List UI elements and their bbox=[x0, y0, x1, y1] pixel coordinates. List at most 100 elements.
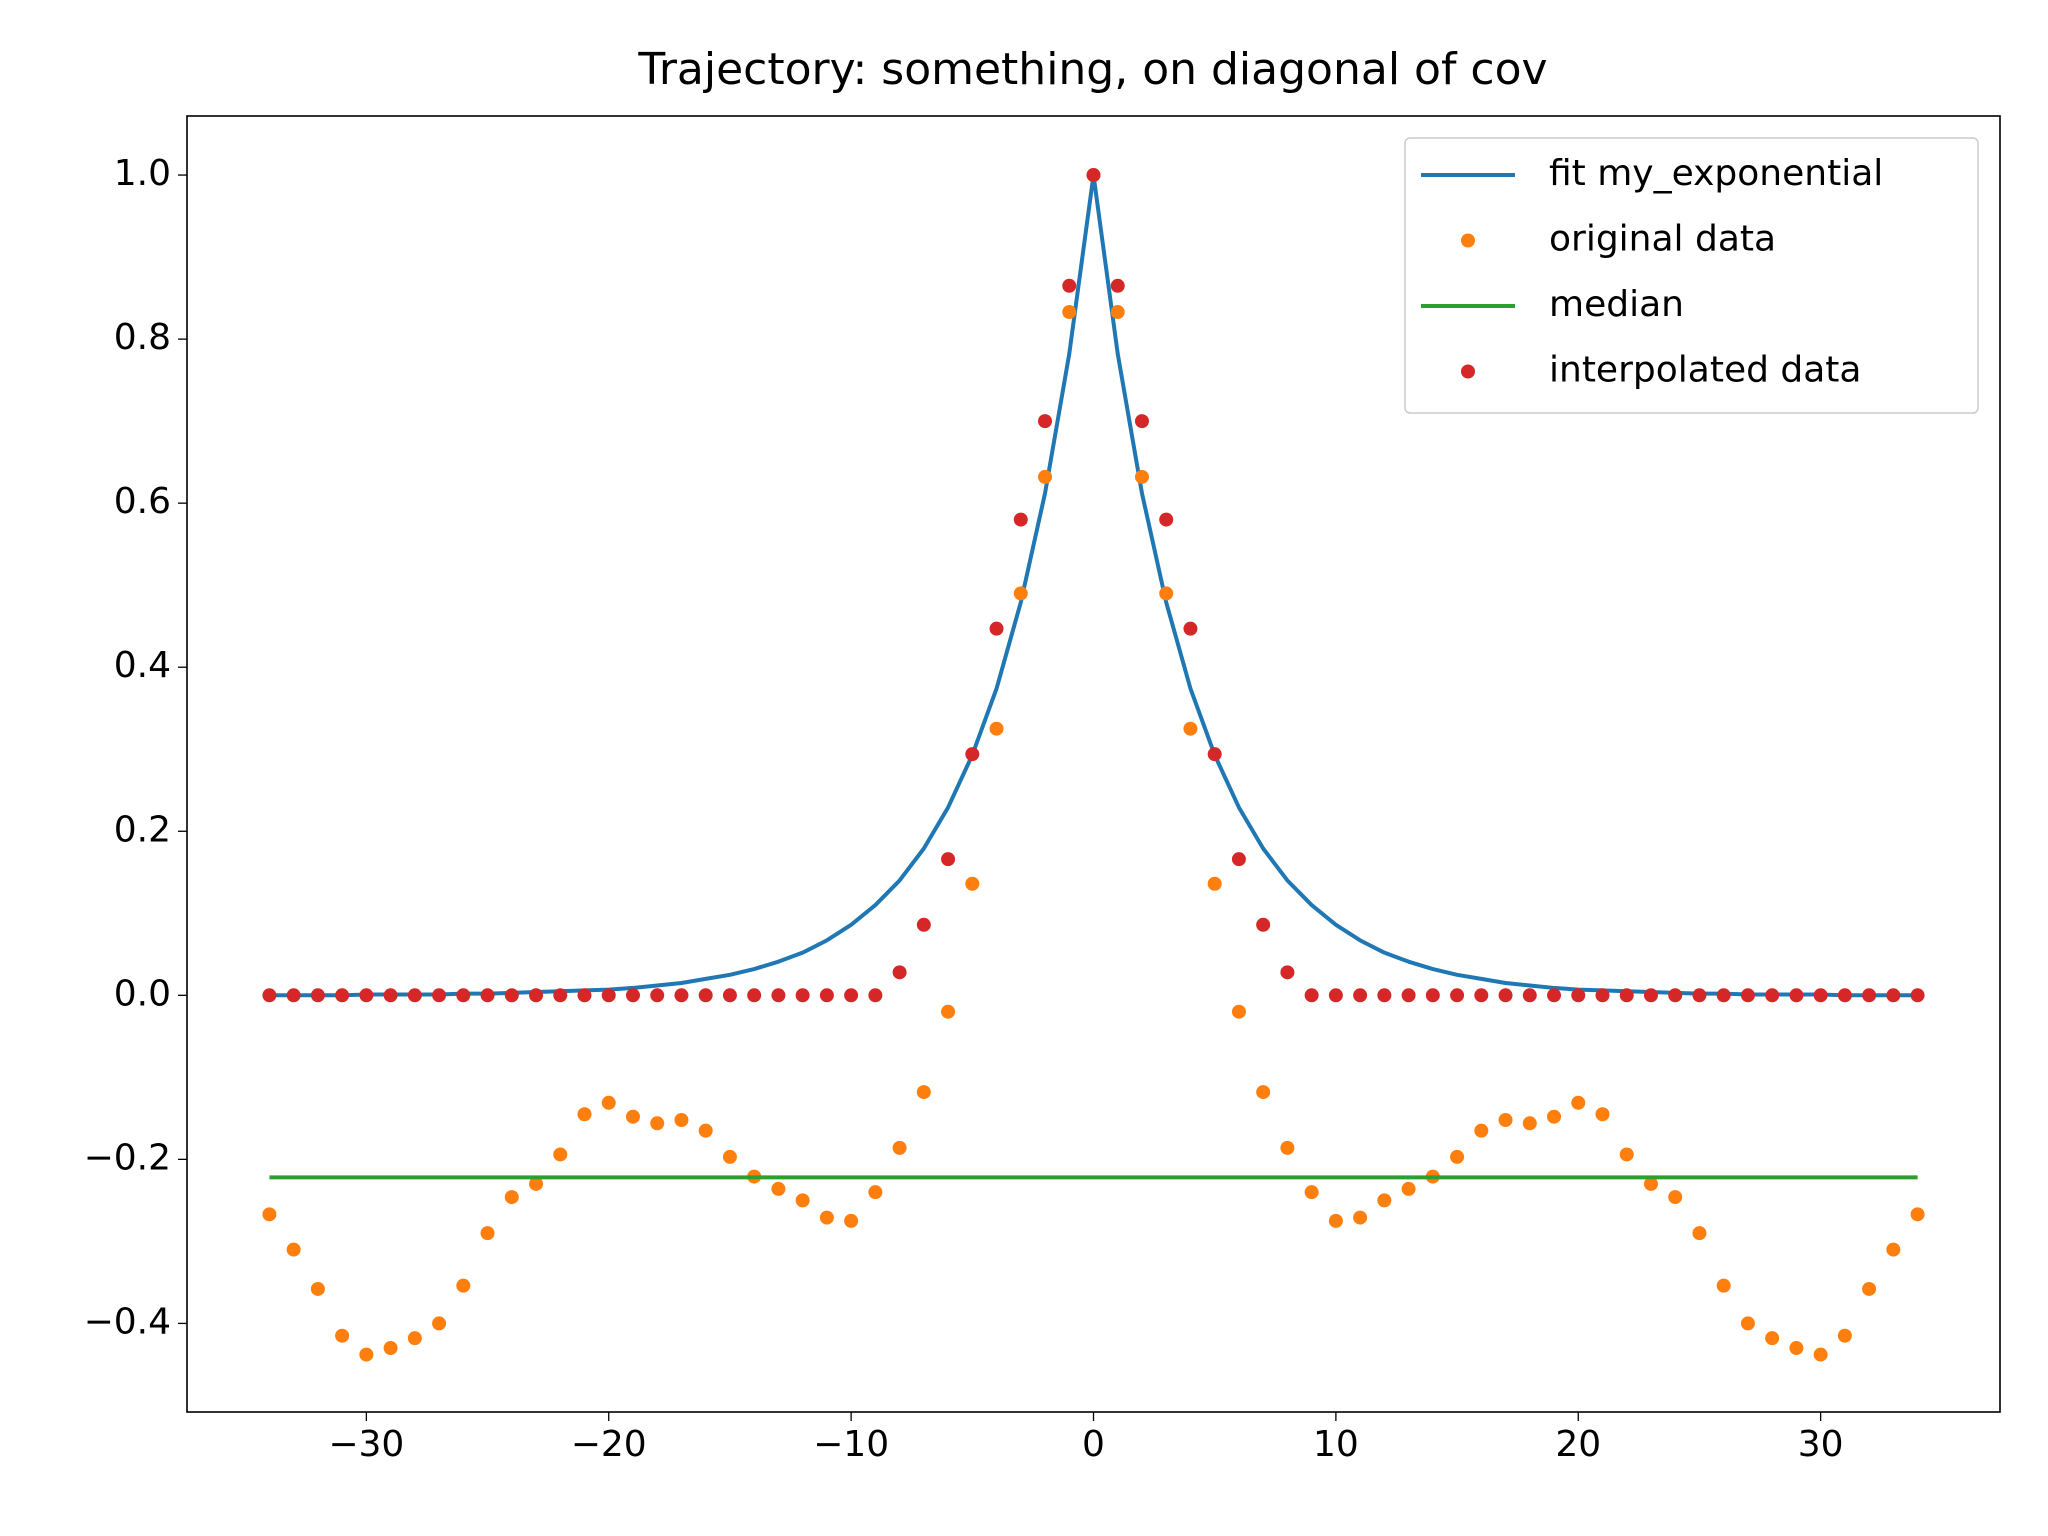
data-point bbox=[1110, 278, 1125, 293]
data-point bbox=[1643, 1176, 1658, 1191]
data-point bbox=[1547, 988, 1562, 1003]
data-point bbox=[1571, 988, 1586, 1003]
data-point bbox=[868, 1185, 883, 1200]
data-point bbox=[771, 988, 786, 1003]
data-point bbox=[480, 988, 495, 1003]
data-point bbox=[965, 747, 980, 762]
data-point bbox=[1765, 1331, 1780, 1346]
data-point bbox=[1619, 988, 1634, 1003]
data-point bbox=[553, 1147, 568, 1162]
data-point bbox=[1886, 988, 1901, 1003]
data-point bbox=[698, 1123, 713, 1138]
data-point bbox=[577, 988, 592, 1003]
data-point bbox=[383, 1341, 398, 1356]
data-point bbox=[1740, 988, 1755, 1003]
data-point bbox=[1038, 469, 1053, 484]
data-point bbox=[1353, 988, 1368, 1003]
data-point bbox=[1328, 988, 1343, 1003]
data-point bbox=[1910, 988, 1925, 1003]
data-point bbox=[310, 988, 325, 1003]
data-point bbox=[601, 1095, 616, 1110]
data-point bbox=[1256, 1085, 1271, 1100]
y-tick-label: 0.6 bbox=[114, 481, 171, 522]
data-point bbox=[1328, 1213, 1343, 1228]
data-point bbox=[1692, 988, 1707, 1003]
data-point bbox=[1716, 1278, 1731, 1293]
data-point bbox=[916, 1085, 931, 1100]
data-point bbox=[1813, 1347, 1828, 1362]
data-point bbox=[601, 988, 616, 1003]
data-point bbox=[747, 988, 762, 1003]
data-point bbox=[1837, 1328, 1852, 1343]
data-point bbox=[1183, 621, 1198, 636]
data-point bbox=[1716, 988, 1731, 1003]
data-point bbox=[771, 1181, 786, 1196]
data-point bbox=[1765, 988, 1780, 1003]
data-point bbox=[844, 1213, 859, 1228]
legend-marker bbox=[1461, 233, 1475, 248]
data-point bbox=[286, 1242, 301, 1257]
data-point bbox=[1304, 988, 1319, 1003]
data-point bbox=[1740, 1316, 1755, 1331]
data-point bbox=[795, 1193, 810, 1208]
data-point bbox=[1159, 512, 1174, 527]
data-point bbox=[1886, 1242, 1901, 1257]
data-point bbox=[674, 1112, 689, 1127]
legend-label: fit my_exponential bbox=[1549, 153, 1883, 194]
data-point bbox=[286, 988, 301, 1003]
data-point bbox=[941, 852, 956, 867]
data-point bbox=[504, 1190, 519, 1205]
data-point bbox=[1401, 1181, 1416, 1196]
data-point bbox=[1837, 988, 1852, 1003]
data-point bbox=[1813, 988, 1828, 1003]
data-point bbox=[1789, 988, 1804, 1003]
data-point bbox=[577, 1107, 592, 1122]
data-point bbox=[1134, 469, 1149, 484]
plot-frame bbox=[186, 115, 2001, 1413]
data-point bbox=[650, 1116, 665, 1131]
data-point bbox=[1498, 1112, 1513, 1127]
legend-label: original data bbox=[1549, 219, 1776, 260]
data-point bbox=[1571, 1095, 1586, 1110]
data-point bbox=[989, 621, 1004, 636]
data-point bbox=[650, 988, 665, 1003]
data-point bbox=[892, 1140, 907, 1155]
y-tick-label: 0.4 bbox=[114, 645, 171, 686]
legend-marker bbox=[1461, 364, 1475, 379]
data-point bbox=[529, 1176, 544, 1191]
data-point bbox=[1183, 721, 1198, 736]
data-point bbox=[1377, 1193, 1392, 1208]
x-tick-label: −20 bbox=[571, 1424, 647, 1465]
data-point bbox=[504, 988, 519, 1003]
data-point bbox=[1401, 988, 1416, 1003]
data-point bbox=[1134, 414, 1149, 429]
data-point bbox=[625, 988, 640, 1003]
data-point bbox=[480, 1226, 495, 1241]
data-point bbox=[844, 988, 859, 1003]
data-point bbox=[1595, 1107, 1610, 1122]
data-point bbox=[965, 876, 980, 891]
data-point bbox=[1862, 1281, 1877, 1296]
data-point bbox=[1377, 988, 1392, 1003]
chart-title: Trajectory: something, on diagonal of co… bbox=[637, 44, 1547, 95]
data-point bbox=[1013, 586, 1028, 601]
y-tick-label: −0.2 bbox=[84, 1137, 171, 1178]
data-point bbox=[892, 965, 907, 980]
data-point bbox=[407, 988, 422, 1003]
data-point bbox=[262, 1207, 277, 1222]
legend-label: median bbox=[1549, 284, 1684, 325]
data-point bbox=[1159, 586, 1174, 601]
data-point bbox=[1353, 1210, 1368, 1225]
data-point bbox=[1692, 1226, 1707, 1241]
data-point bbox=[1910, 1207, 1925, 1222]
data-point bbox=[1450, 1149, 1465, 1164]
y-tick-label: 0.2 bbox=[114, 809, 171, 850]
data-point bbox=[1207, 876, 1222, 891]
data-point bbox=[674, 988, 689, 1003]
data-point bbox=[819, 1210, 834, 1225]
data-point bbox=[819, 988, 834, 1003]
data-point bbox=[262, 988, 277, 1003]
y-tick-label: 0.8 bbox=[114, 317, 171, 358]
data-point bbox=[1231, 1004, 1246, 1019]
data-point bbox=[1256, 917, 1271, 932]
